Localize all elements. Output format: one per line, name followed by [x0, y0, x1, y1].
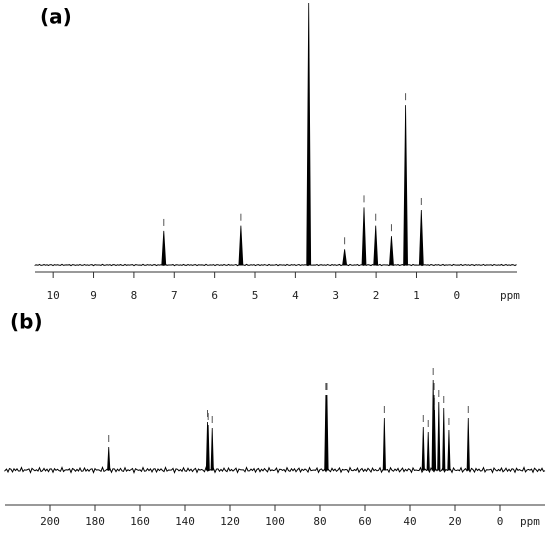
x-tick-label: 60 — [358, 515, 371, 528]
x-tick-label: 6 — [211, 289, 218, 302]
x-tick-label: 2 — [373, 289, 380, 302]
x-tick-label: 160 — [130, 515, 150, 528]
panel-label: (a) — [40, 5, 72, 29]
x-tick-label: 5 — [252, 289, 259, 302]
peak — [442, 407, 446, 471]
peak — [403, 105, 408, 266]
peak — [161, 230, 167, 266]
x-axis-label: ppm — [500, 289, 520, 302]
x-tick-label: 200 — [40, 515, 60, 528]
x-tick-label: 100 — [265, 515, 285, 528]
panel-label: (b) — [10, 310, 43, 334]
x-tick-label: 0 — [497, 515, 504, 528]
x-axis-label: ppm — [520, 515, 540, 528]
peak — [306, 2, 312, 266]
x-tick-label: 120 — [220, 515, 240, 528]
baseline — [4, 466, 546, 474]
x-tick-label: 8 — [131, 289, 138, 302]
peak — [466, 417, 470, 471]
x-tick-label: 9 — [90, 289, 97, 302]
x-tick-label: 140 — [175, 515, 195, 528]
x-tick-label: 20 — [448, 515, 461, 528]
peak — [447, 429, 451, 471]
peak — [342, 249, 348, 266]
peak — [426, 431, 430, 471]
x-tick-label: 0 — [454, 289, 461, 302]
peak — [382, 417, 386, 471]
peak — [206, 424, 210, 471]
peak — [437, 401, 441, 471]
peak — [107, 446, 111, 471]
peak — [421, 426, 425, 471]
x-tick-label: 3 — [332, 289, 339, 302]
peak — [210, 427, 214, 471]
x-tick-label: 4 — [292, 289, 299, 302]
peak — [325, 394, 329, 471]
peak — [432, 409, 437, 471]
peak — [361, 207, 367, 266]
x-tick-label: 180 — [85, 515, 105, 528]
x-tick-label: 10 — [47, 289, 60, 302]
x-tick-label: 40 — [403, 515, 416, 528]
peak — [389, 236, 394, 266]
baseline — [34, 263, 517, 267]
x-tick-label: 7 — [171, 289, 178, 302]
x-tick-label: 1 — [413, 289, 420, 302]
peak — [418, 209, 424, 266]
x-tick-label: 80 — [313, 515, 326, 528]
peak — [373, 225, 379, 266]
peak — [238, 225, 244, 266]
